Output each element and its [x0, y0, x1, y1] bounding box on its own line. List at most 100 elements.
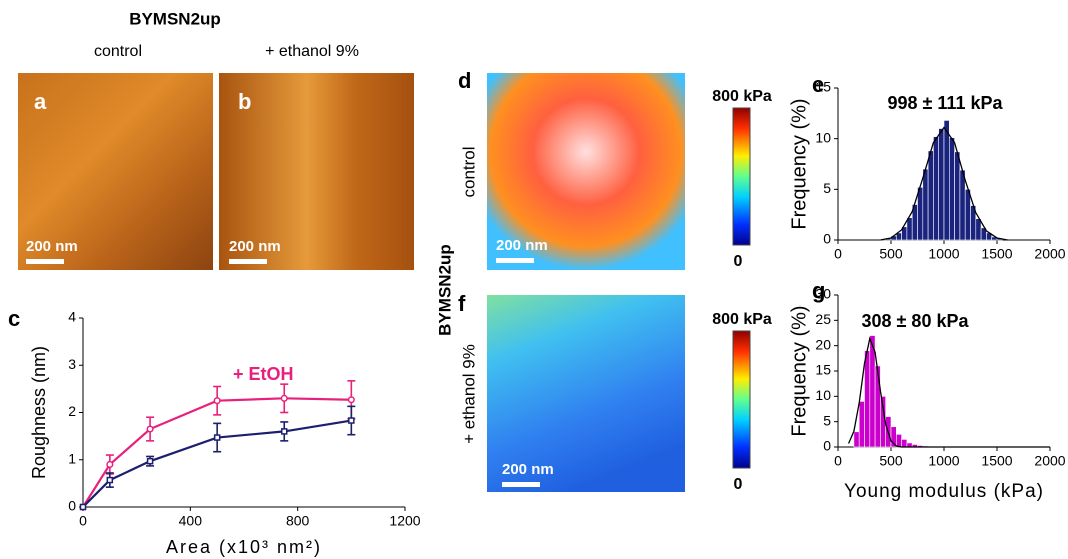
y-tick-label: 5 — [823, 412, 831, 428]
bar — [901, 439, 908, 448]
x-tick-label: 0 — [834, 453, 842, 469]
x-tick-label: 2000 — [1034, 246, 1065, 262]
fit-curve — [848, 336, 1050, 448]
scale-bar-label: 200 nm — [496, 237, 548, 254]
bar — [853, 431, 860, 448]
panel-label: b — [238, 89, 251, 114]
series-line — [82, 397, 352, 508]
y-axis-title: Roughness (nm) — [29, 346, 49, 479]
bar — [906, 217, 913, 241]
annotation: 998 ± 111 kPa — [888, 93, 1004, 113]
figure-title: BYMSN2up — [129, 9, 221, 28]
scale-bar — [26, 259, 64, 264]
row-label: control — [459, 146, 478, 197]
point — [146, 457, 154, 465]
strain-label: BYMSN2up — [435, 244, 454, 336]
bar — [933, 136, 940, 241]
x-tick-label: 0 — [834, 246, 842, 262]
scale-bar — [502, 482, 540, 487]
point — [106, 460, 114, 469]
y-tick-label: 10 — [815, 387, 831, 403]
afm-image — [18, 73, 213, 270]
bar — [895, 434, 902, 448]
x-tick-label: 800 — [286, 513, 310, 529]
y-tick-label: 30 — [815, 286, 831, 302]
column-label: + ethanol 9% — [265, 43, 359, 60]
y-tick-label: 15 — [815, 79, 831, 95]
annotation: 308 ± 80 kPa — [862, 311, 970, 331]
x-axis-title: Young modulus (kPa) — [844, 481, 1044, 502]
y-tick-label: 0 — [823, 438, 831, 454]
bar — [927, 150, 934, 241]
point — [146, 425, 154, 433]
y-tick-label: 0 — [68, 498, 76, 514]
series-label: + EtOH — [233, 364, 294, 384]
scale-bar — [496, 258, 534, 263]
panel-label: g — [812, 278, 825, 303]
bar — [964, 189, 971, 241]
row-label: + ethanol 9% — [459, 344, 478, 444]
scale-bar-label: 200 nm — [229, 238, 281, 255]
y-tick-label: 4 — [68, 309, 76, 325]
panel-label: f — [458, 291, 466, 316]
x-tick-label: 1500 — [981, 246, 1012, 262]
afm-image — [219, 73, 414, 270]
bar — [864, 350, 871, 448]
y-tick-label: 3 — [68, 356, 76, 372]
y-tick-label: 2 — [68, 403, 76, 419]
scale-bar — [229, 259, 267, 264]
stiffness-map — [487, 73, 685, 270]
point — [213, 397, 221, 405]
point — [106, 476, 114, 484]
y-tick-label: 25 — [815, 311, 831, 327]
bar — [959, 169, 966, 241]
colorbar — [732, 107, 751, 246]
panel-label: d — [458, 68, 471, 93]
bar — [869, 335, 876, 448]
bar — [948, 137, 955, 241]
panel-label: e — [812, 72, 824, 97]
y-tick-label: 0 — [823, 231, 831, 247]
point — [79, 503, 87, 511]
point — [213, 434, 221, 441]
bar — [922, 168, 929, 241]
x-tick-label: 0 — [79, 513, 87, 529]
x-tick-label: 1500 — [981, 453, 1012, 469]
colorbar-max: 800 kPa — [712, 311, 772, 328]
y-axis-title: Frequency (%) — [788, 98, 810, 229]
series-line — [82, 419, 352, 508]
point — [280, 394, 288, 402]
colorbar-min: 0 — [734, 476, 743, 493]
y-tick-label: 10 — [815, 129, 831, 145]
x-tick-label: 1000 — [928, 453, 959, 469]
point — [348, 417, 355, 424]
bar — [943, 120, 950, 241]
y-tick-label: 20 — [815, 336, 831, 352]
bar — [858, 401, 865, 448]
bar — [975, 218, 982, 241]
point — [281, 428, 288, 435]
x-tick-label: 500 — [879, 246, 903, 262]
colorbar-min: 0 — [734, 253, 743, 270]
scale-bar-label: 200 nm — [26, 238, 78, 255]
x-tick-label: 1000 — [928, 246, 959, 262]
x-tick-label: 2000 — [1034, 453, 1065, 469]
bar — [917, 187, 924, 241]
point — [347, 396, 355, 404]
y-axis-title: Frequency (%) — [788, 305, 810, 436]
panel-label: a — [34, 89, 47, 114]
panel-label: c — [8, 306, 20, 331]
bar — [874, 365, 881, 448]
scale-bar-label: 200 nm — [502, 461, 554, 478]
column-label: control — [94, 43, 142, 60]
y-tick-label: 1 — [68, 450, 76, 466]
colorbar — [732, 330, 751, 469]
x-tick-label: 1200 — [389, 513, 420, 529]
fit-curve — [880, 126, 1008, 241]
bar — [954, 151, 961, 241]
colorbar-max: 800 kPa — [712, 88, 772, 105]
y-tick-label: 5 — [823, 180, 831, 196]
x-tick-label: 400 — [179, 513, 203, 529]
